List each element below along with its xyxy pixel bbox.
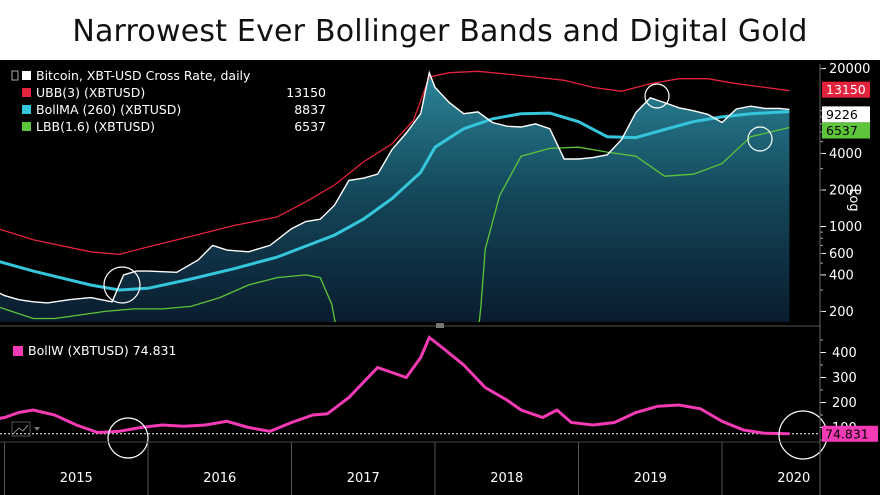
x-tick-label: 2020 [777, 471, 810, 486]
legend-label: Bitcoin, XBT-USD Cross Rate, daily [36, 68, 251, 83]
legend-swatch [22, 71, 31, 80]
chart-panel: 200 400 600 1000 2000 4000 20000 Log 13150 9226… [0, 60, 880, 495]
pane-resize-handle[interactable] [436, 323, 444, 328]
x-tick-label: 2016 [203, 471, 236, 486]
x-axis: 2015 2016 2017 2018 2019 2020 [4, 442, 810, 495]
ubb-last-value-tag: 13150 [822, 81, 870, 98]
bollw-pane: 100200300400 74.831 BollW (XBTUSD) 74.83… [0, 335, 878, 460]
y-tick-label: 2000 [829, 184, 862, 199]
price-y-axis: 200 400 600 1000 2000 4000 20000 [820, 62, 870, 320]
price-pane: 200 400 600 1000 2000 4000 20000 Log 13150 9226… [0, 62, 870, 322]
y-tick-label: 600 [829, 247, 854, 262]
y-tick-label: 4000 [829, 147, 862, 162]
bollw-legend-swatch [13, 346, 23, 356]
highlight-circle [644, 83, 670, 109]
y-tick-label: 1000 [829, 220, 862, 235]
log-scale-label: Log [846, 188, 861, 211]
legend-value: 8837 [294, 102, 326, 117]
ubb-series-line [0, 70, 790, 256]
highlight-circle [103, 266, 141, 304]
bollw-series-line [0, 335, 790, 436]
svg-text:13150: 13150 [826, 82, 866, 97]
legend-item: UBB(3) (XBTUSD) 13150 [22, 85, 326, 100]
legend-item: Bitcoin, XBT-USD Cross Rate, daily [22, 68, 251, 83]
bollw-last-value-tag: 74.831 [822, 425, 878, 442]
svg-text:6537: 6537 [826, 123, 858, 138]
svg-text:9226: 9226 [826, 107, 858, 122]
lbb-last-value-tag: 6537 [822, 122, 870, 139]
legend-item: BollMA (260) (XBTUSD) 8837 [22, 102, 326, 117]
legend-value: 13150 [286, 85, 326, 100]
bollma-series-line [0, 110, 790, 292]
x-tick-label: 2015 [60, 471, 93, 486]
y-tick-label: 200 [832, 396, 857, 411]
legend-label: BollMA (260) (XBTUSD) [36, 102, 181, 117]
legend-label: LBB(1.6) (XBTUSD) [36, 119, 155, 134]
legend-menu-icon[interactable] [11, 70, 19, 81]
x-tick-label: 2017 [347, 471, 380, 486]
highlight-circle [107, 417, 149, 459]
legend-swatch [22, 88, 31, 97]
chart-type-icon[interactable] [11, 421, 40, 437]
legend-swatch [22, 122, 31, 131]
bollw-legend: BollW (XBTUSD) 74.831 [13, 343, 176, 358]
x-tick-label: 2018 [490, 471, 523, 486]
y-tick-label: 400 [829, 268, 854, 283]
lbb-series-line [0, 126, 790, 322]
x-tick-label: 2019 [634, 471, 667, 486]
price-last-value-tag: 9226 [822, 106, 870, 123]
svg-text:74.831: 74.831 [825, 426, 869, 441]
bollw-legend-label: BollW (XBTUSD) 74.831 [28, 343, 176, 358]
y-tick-label: 20000 [829, 62, 870, 77]
y-tick-label: 300 [832, 371, 857, 386]
legend-label: UBB(3) (XBTUSD) [36, 85, 145, 100]
y-tick-label: 400 [832, 346, 857, 361]
highlight-circle [747, 126, 773, 152]
chart-title: Narrowest Ever Bollinger Bands and Digit… [72, 14, 808, 49]
y-tick-label: 200 [829, 305, 854, 320]
price-legend: Bitcoin, XBT-USD Cross Rate, daily UBB(3)… [11, 68, 326, 134]
legend-value: 6537 [294, 119, 326, 134]
legend-item: LBB(1.6) (XBTUSD) 6537 [22, 119, 326, 134]
legend-swatch [22, 105, 31, 114]
